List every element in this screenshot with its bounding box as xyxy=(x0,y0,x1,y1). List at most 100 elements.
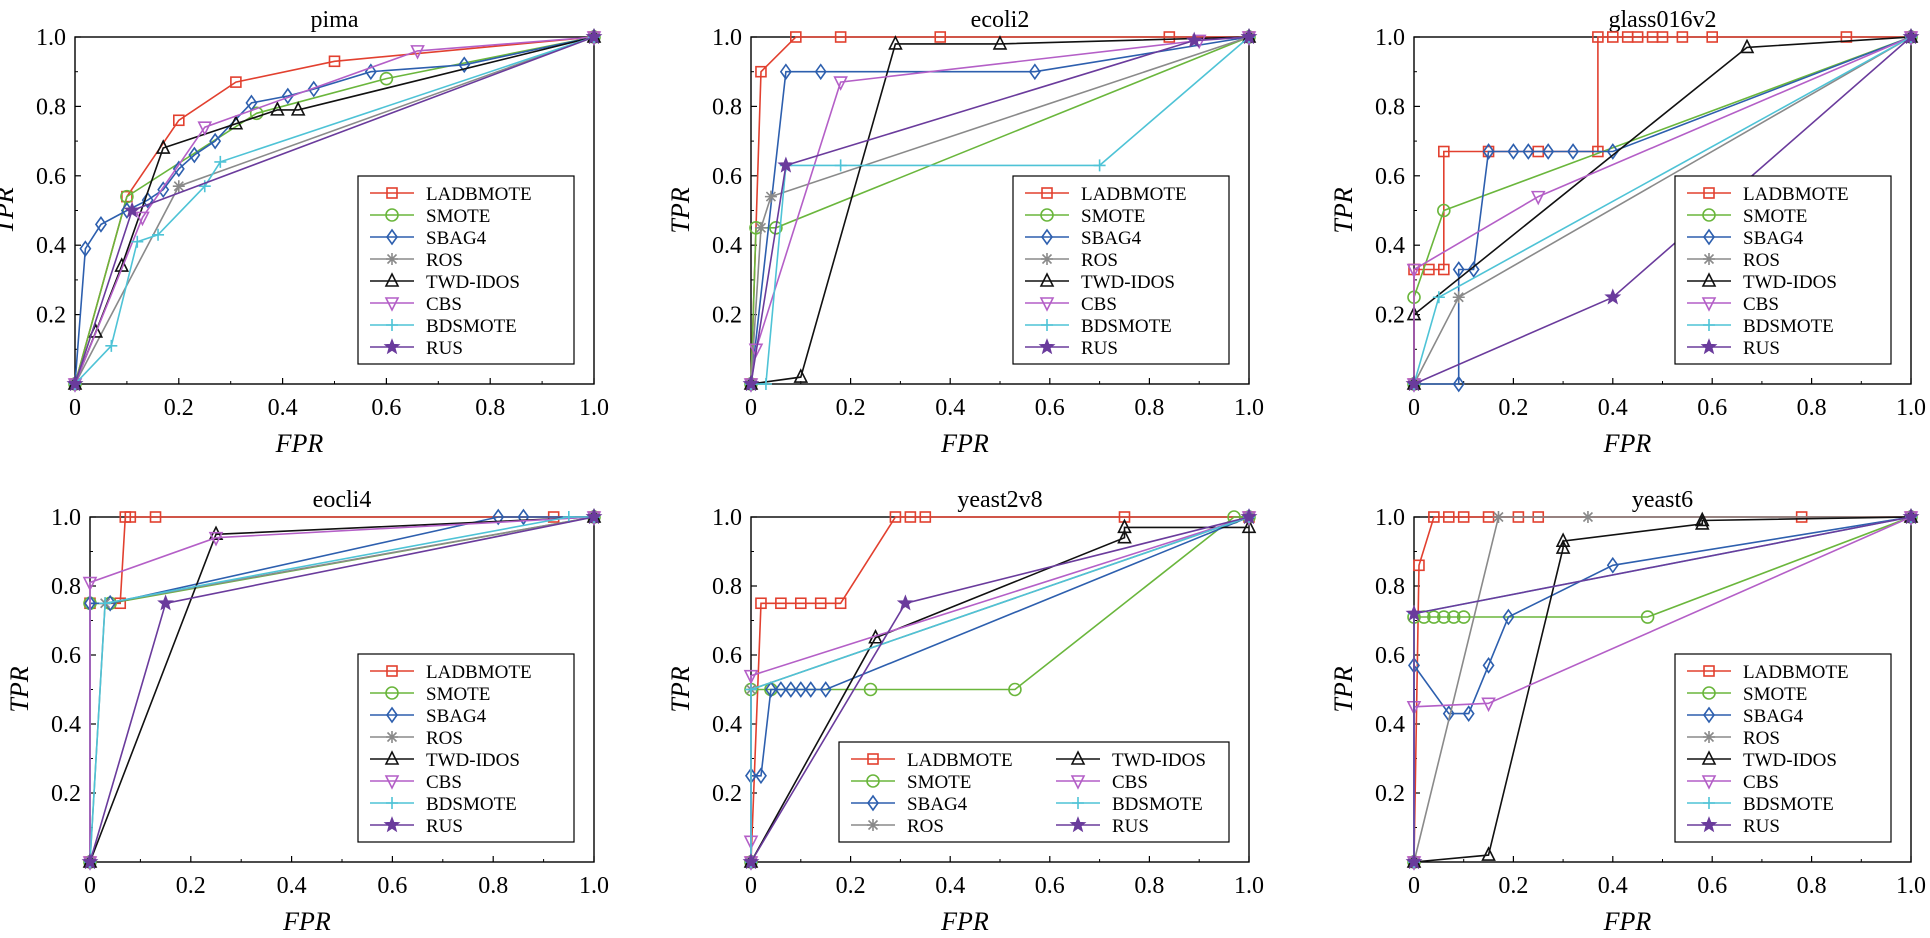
x-tick-label: 0 xyxy=(745,395,757,421)
legend-label: RUS xyxy=(1743,338,1780,359)
legend-label: LADBMOTE xyxy=(1081,184,1187,205)
y-axis-label: TPR xyxy=(666,187,695,233)
data-point-CBS xyxy=(1483,698,1495,710)
x-tick-label: 0.2 xyxy=(1498,873,1528,899)
legend: LADBMOTESMOTESBAG4ROSTWD-IDOSCBSBDSMOTER… xyxy=(1013,176,1229,364)
legend-label: ROS xyxy=(907,816,944,837)
y-tick-label: 1.0 xyxy=(51,505,81,531)
y-tick-label: 0.2 xyxy=(712,781,742,807)
x-tick-label: 1.0 xyxy=(1896,395,1926,421)
legend-label: ROS xyxy=(426,250,463,271)
legend-label: SMOTE xyxy=(1743,206,1807,227)
legend-label: BDSMOTE xyxy=(1743,316,1834,337)
x-tick-label: 0.8 xyxy=(1134,395,1164,421)
x-tick-label: 0.4 xyxy=(1598,395,1628,421)
y-tick-label: 1.0 xyxy=(712,505,742,531)
legend-label: RUS xyxy=(1112,816,1149,837)
legend-label: LADBMOTE xyxy=(907,750,1013,771)
chart-panel-pima: pima0 0.2 0.4 0.6 0.8 1.00.20.40.60.81.0FPRTP… xyxy=(0,7,609,458)
legend-marker xyxy=(386,731,398,743)
legend-label: RUS xyxy=(1081,338,1118,359)
x-tick-label: 0.2 xyxy=(176,873,206,899)
legend-label: TWD-IDOS xyxy=(1081,272,1175,293)
chart-title: eocli4 xyxy=(313,487,372,513)
legend-label: CBS xyxy=(1081,294,1117,315)
legend: LADBMOTESMOTESBAG4ROSTWD-IDOSCBSBDSMOTER… xyxy=(839,742,1229,842)
data-point-ROS xyxy=(1492,511,1504,523)
y-tick-label: 0.4 xyxy=(36,233,66,259)
y-tick-label: 1.0 xyxy=(1375,25,1405,51)
x-tick-label: 0.8 xyxy=(475,395,505,421)
figure: pima0 0.2 0.4 0.6 0.8 1.00.20.40.60.81.0FPRTP… xyxy=(0,0,1930,938)
legend-label: SMOTE xyxy=(426,206,490,227)
data-point-RUS xyxy=(1606,290,1620,304)
legend-label: TWD-IDOS xyxy=(1743,272,1837,293)
chart-panel-glass016v2: glass016v20 0.2 0.4 0.6 0.8 1.00.20.40.60.81.… xyxy=(1329,7,1926,458)
chart-title: yeast6 xyxy=(1632,487,1693,513)
x-tick-label: 0.2 xyxy=(164,395,194,421)
legend-label: SBAG4 xyxy=(1743,228,1804,249)
legend-marker xyxy=(867,819,879,831)
chart-title: glass016v2 xyxy=(1609,7,1717,33)
legend-label: SBAG4 xyxy=(1743,706,1804,727)
x-tick-label: 0.6 xyxy=(1697,395,1727,421)
data-point-ROS xyxy=(173,180,185,192)
x-tick-label: 1.0 xyxy=(579,395,609,421)
legend-label: BDSMOTE xyxy=(426,794,517,815)
y-tick-label: 0.8 xyxy=(712,94,742,120)
chart-panel-yeast6: yeast6 0 0.2 0.4 0.6 0.8 1.0 0.2 0.4 0.6 0.8 1.0 FPR… xyxy=(1329,487,1926,936)
x-tick-label: 0.6 xyxy=(1035,873,1065,899)
x-tick-label: 0 xyxy=(84,873,96,899)
legend-label: BDSMOTE xyxy=(426,316,517,337)
x-tick-label: 1.0 xyxy=(1234,395,1264,421)
legend-label: CBS xyxy=(426,772,462,793)
legend: LADBMOTESMOTESBAG4ROSTWD-IDOSCBSBDSMOTER… xyxy=(358,654,574,842)
legend-label: SMOTE xyxy=(1081,206,1145,227)
legend-label: TWD-IDOS xyxy=(1743,750,1837,771)
y-tick-label: 1.0 xyxy=(712,25,742,51)
y-tick-label: 0.4 xyxy=(712,712,742,738)
legend-marker xyxy=(1703,731,1715,743)
legend-label: LADBMOTE xyxy=(426,662,532,683)
data-point-BDSMOTE xyxy=(760,378,772,390)
legend-label: ROS xyxy=(1743,250,1780,271)
legend-label: SMOTE xyxy=(1743,684,1807,705)
legend-label: ROS xyxy=(1743,728,1780,749)
legend-label: SBAG4 xyxy=(426,706,487,727)
x-tick-label: 0.4 xyxy=(935,395,965,421)
x-axis-label: FPR xyxy=(282,907,331,936)
legend-label: LADBMOTE xyxy=(426,184,532,205)
legend-label: LADBMOTE xyxy=(1743,184,1849,205)
x-axis-label: FPR xyxy=(1603,429,1652,458)
x-tick-label: 0.2 xyxy=(836,873,866,899)
y-tick-label: 1.0 xyxy=(36,25,66,51)
x-tick-label: 0 xyxy=(1408,395,1420,421)
data-point-BDSMOTE xyxy=(214,156,226,168)
x-tick-label: 1.0 xyxy=(1896,873,1926,899)
x-tick-label: 1.0 xyxy=(579,873,609,899)
legend-label: TWD-IDOS xyxy=(1112,750,1206,771)
legend-label: RUS xyxy=(426,338,463,359)
data-point-ROS xyxy=(1582,511,1594,523)
y-tick-label: 0.8 xyxy=(1375,94,1405,120)
legend-label: ROS xyxy=(1081,250,1118,271)
x-tick-label: 0.4 xyxy=(268,395,298,421)
x-tick-label: 0.2 xyxy=(836,395,866,421)
y-tick-label: 0.4 xyxy=(51,712,81,738)
y-tick-label: 0.6 xyxy=(36,164,66,190)
data-point-BDSMOTE xyxy=(1433,291,1445,303)
y-axis-label: TPR xyxy=(666,666,695,712)
y-tick-label: 1.0 xyxy=(1375,505,1405,531)
y-tick-label: 0.8 xyxy=(1375,574,1405,600)
legend-label: SMOTE xyxy=(426,684,490,705)
y-tick-label: 0.6 xyxy=(1375,643,1405,669)
legend-label: CBS xyxy=(1743,294,1779,315)
chart-title: ecoli2 xyxy=(971,7,1030,33)
y-tick-label: 0.4 xyxy=(1375,712,1405,738)
legend-label: BDSMOTE xyxy=(1112,794,1203,815)
y-tick-label: 0.2 xyxy=(1375,303,1405,329)
y-tick-label: 0.8 xyxy=(712,574,742,600)
x-axis-label: FPR xyxy=(1603,907,1652,936)
legend-label: SMOTE xyxy=(907,772,971,793)
y-tick-label: 0.4 xyxy=(1375,233,1405,259)
